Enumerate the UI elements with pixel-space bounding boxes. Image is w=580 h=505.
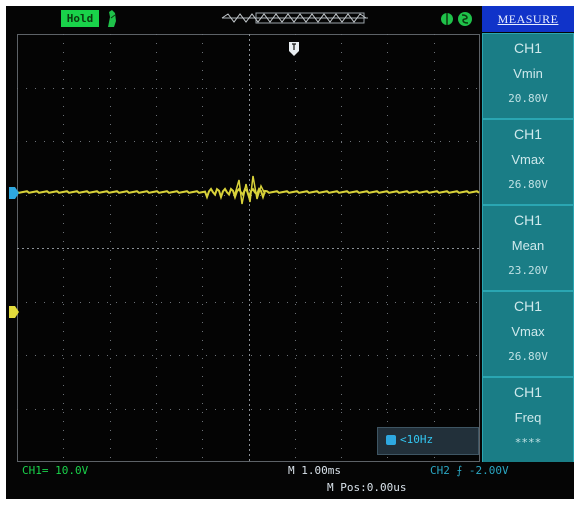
frequency-readout-value: <10Hz: [400, 433, 434, 446]
measure-slot-5[interactable]: CH1 Freq ****: [482, 377, 574, 463]
measure-slot-1[interactable]: CH1 Vmin 20.80V: [482, 33, 574, 119]
measure-value: ****: [514, 436, 542, 449]
measure-slot-3[interactable]: CH1 Mean 23.20V: [482, 205, 574, 291]
measure-value: 23.20V: [508, 264, 548, 277]
measure-channel: CH1: [513, 126, 542, 142]
waveform-graticule: [17, 34, 480, 462]
measure-menu-title[interactable]: MEASURE: [482, 6, 574, 32]
trigger-position-icon: [221, 12, 368, 24]
top-status-bar: Hold MEASURE: [6, 6, 574, 32]
measure-type: Freq: [514, 410, 542, 425]
measure-value: 20.80V: [508, 92, 548, 105]
measure-channel: CH1: [513, 298, 542, 314]
measure-channel: CH1: [513, 212, 542, 228]
measure-type: Mean: [511, 238, 545, 253]
hand-run-icon: [108, 10, 116, 27]
measure-channel: CH1: [513, 40, 542, 56]
measure-value: 26.80V: [508, 350, 548, 363]
ch1-scale: CH1= 10.0V: [22, 464, 89, 477]
measure-type: Vmax: [511, 324, 545, 339]
frequency-readout: <10Hz: [377, 427, 479, 455]
acquisition-status-badge: Hold: [61, 10, 99, 27]
trigger-time-marker-icon[interactable]: [289, 42, 299, 56]
measure-channel: CH1: [513, 384, 542, 400]
measure-panel: CH1 Vmin 20.80V CH1 Vmax 26.80V CH1 Mean…: [482, 33, 574, 463]
ch1-waveform-spike: [234, 175, 266, 205]
trigger-status-icon: [441, 12, 472, 26]
horizontal-position: M Pos:0.00us: [327, 481, 407, 494]
timebase: M 1.00ms: [288, 464, 341, 477]
bottom-status-bar: CH1= 10.0V M 1.00ms CH2 ⨍ -2.00V M Pos:0…: [6, 462, 574, 499]
trigger-level-marker-icon[interactable]: [9, 306, 19, 318]
measure-slot-4[interactable]: CH1 Vmax 26.80V: [482, 291, 574, 377]
measure-type: Vmin: [513, 66, 543, 81]
ch1-ground-marker-icon[interactable]: [9, 187, 19, 199]
measure-slot-2[interactable]: CH1 Vmax 26.80V: [482, 119, 574, 205]
channel-indicator-icon: [386, 435, 396, 445]
measure-value: 26.80V: [508, 178, 548, 191]
oscilloscope-screen: Hold MEASURE: [6, 6, 574, 499]
measure-type: Vmax: [511, 152, 545, 167]
grid-lines: [17, 34, 480, 462]
trigger-setting: CH2 ⨍ -2.00V: [430, 464, 509, 477]
